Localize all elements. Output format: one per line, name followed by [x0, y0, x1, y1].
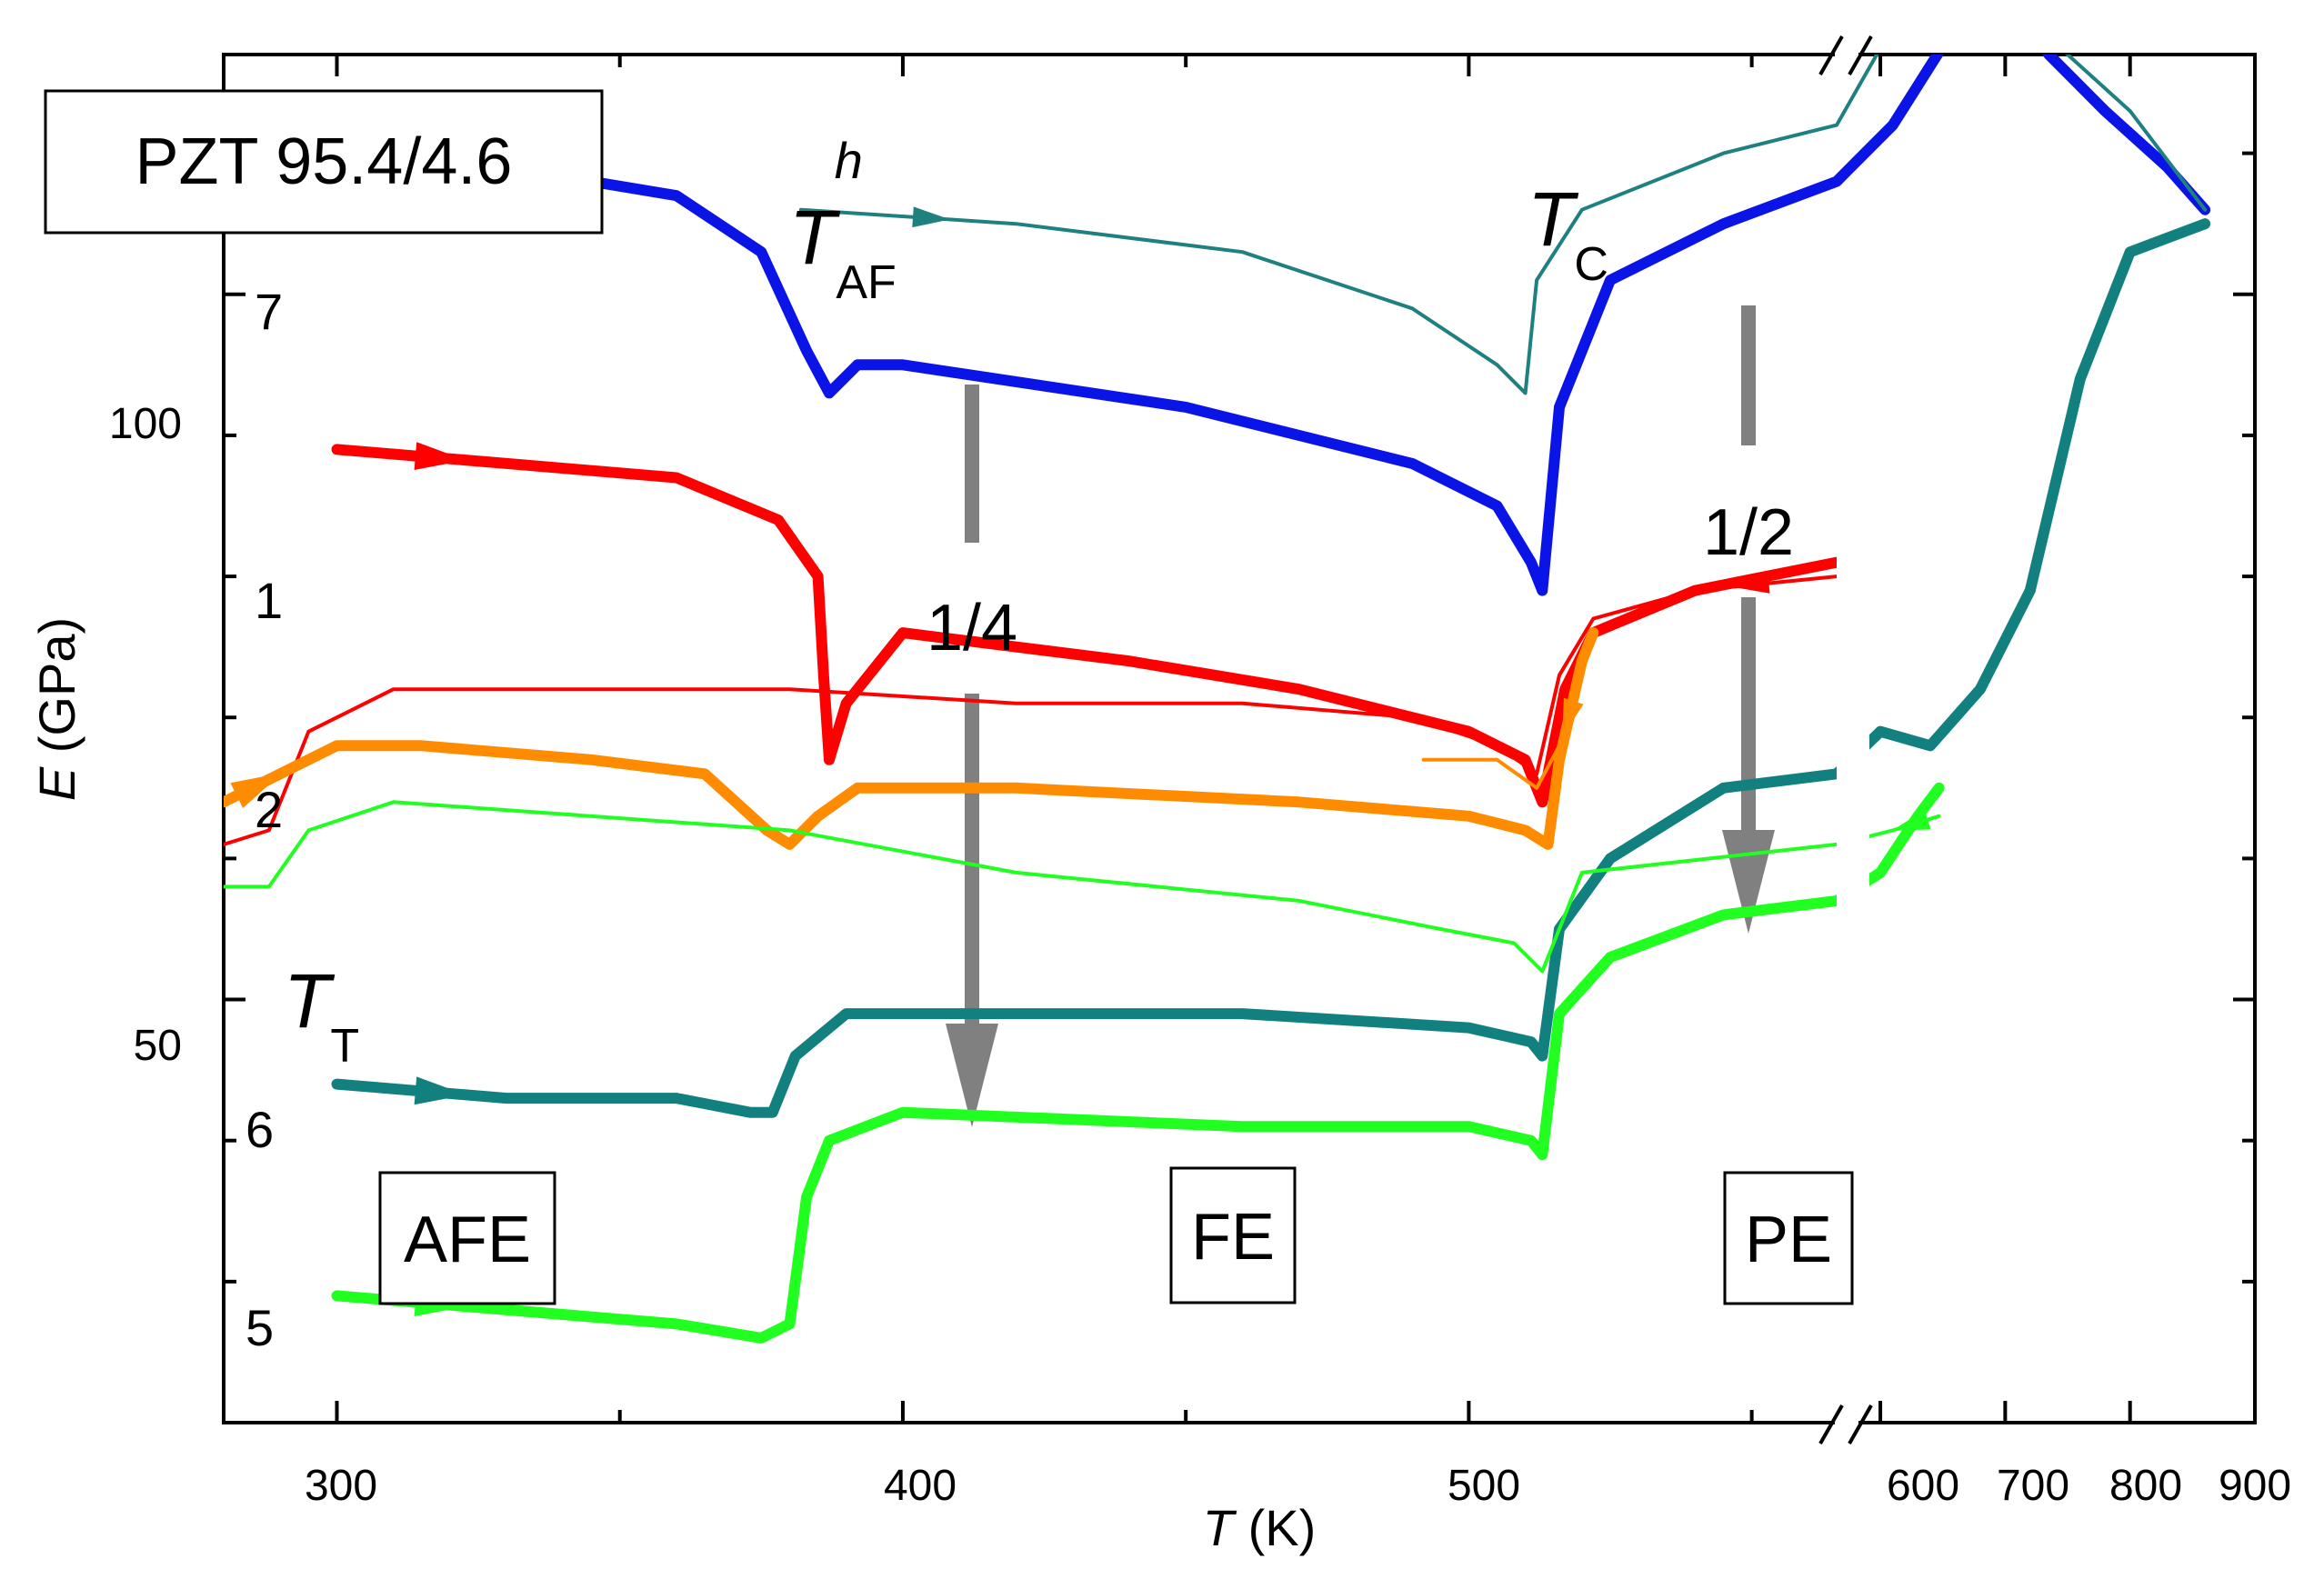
phase-box-afe	[378, 1171, 556, 1305]
phase-box-fe	[1169, 1166, 1297, 1304]
series-7-cooling-arrowhead	[912, 206, 950, 228]
arrow-half	[1722, 305, 1775, 934]
axis-break-marker-bottom	[1818, 1404, 1873, 1444]
series-6-cooling-arrowhead	[1892, 809, 1931, 831]
series-7-cooling-line	[798, 55, 2208, 395]
series-1-arrowhead	[414, 442, 466, 470]
series-2-line	[224, 627, 1599, 850]
y-tick-labels: 100 50	[109, 400, 182, 1070]
x-axis-title: T (K)	[1203, 1499, 1316, 1556]
x-tick-500: 500	[1447, 1462, 1520, 1510]
series-6-arrowhead	[414, 1076, 466, 1105]
series-1-cooling-line	[224, 575, 1838, 846]
label-quarter: 1/4	[927, 592, 1017, 665]
axis-ticks	[224, 55, 2257, 1423]
label-half: 1/2	[1703, 496, 1794, 569]
phase-label-afe: AFE	[404, 1204, 531, 1276]
series-7-line	[331, 55, 2211, 596]
series-6-cooling-line	[224, 800, 1941, 974]
axis-break-gap-bottom	[1835, 1415, 1858, 1430]
phase-label-pe: PE	[1745, 1204, 1832, 1276]
series-label-7: 7	[255, 283, 283, 340]
series-1-line	[331, 444, 1842, 808]
y-axis-title: E (GPa)	[28, 617, 85, 801]
phase-label-fe: FE	[1191, 1201, 1275, 1274]
curve-break-gap	[1837, 227, 1869, 954]
label-t-af: TAFh	[789, 132, 897, 309]
series-label-1: 1	[255, 572, 283, 629]
label-t-c: TC	[1528, 176, 1608, 291]
axis-break-gap-top	[1835, 47, 1858, 62]
series-1-cooling-arrowhead	[1731, 573, 1770, 594]
direction-arrows	[230, 145, 1931, 1316]
series-label-6: 6	[245, 1101, 274, 1158]
plot-frame	[222, 53, 2257, 1424]
y-tick-100: 100	[109, 400, 182, 448]
label-t-t: TT	[284, 958, 359, 1073]
sample-label-box	[44, 89, 604, 235]
phase-box-pe	[1723, 1171, 1854, 1305]
series-2-arrowhead	[230, 773, 283, 808]
x-tick-400: 400	[884, 1462, 957, 1510]
axis-break-marker-top	[1818, 35, 1873, 75]
series-label-5: 5	[245, 1299, 274, 1356]
y-tick-50: 50	[134, 1022, 182, 1070]
series-label-2: 2	[255, 781, 283, 838]
series-5-line	[331, 782, 1945, 1344]
x-tick-300: 300	[305, 1462, 377, 1510]
x-tick-600: 600	[1887, 1462, 1959, 1510]
x-tick-800: 800	[2109, 1462, 2182, 1510]
x-tick-labels: 300 400 500 600 700 800 900	[305, 1462, 2291, 1510]
x-tick-700: 700	[1997, 1462, 2069, 1510]
series-6-line	[331, 218, 2211, 1118]
series-2-cooling-arrowhead	[1562, 697, 1584, 737]
x-tick-900: 900	[2219, 1462, 2291, 1510]
sample-label: PZT 95.4/4.6	[135, 125, 513, 198]
